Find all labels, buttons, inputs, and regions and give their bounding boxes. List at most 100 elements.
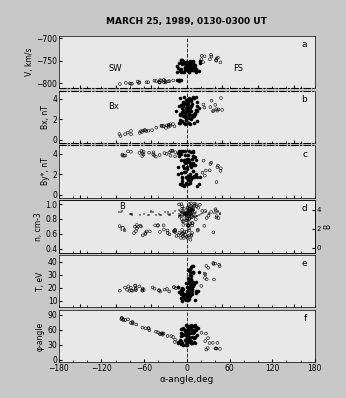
Point (201, 101, 206, 108)
Point (191, 207, 196, 213)
Point (189, 322, 194, 329)
Point (182, 328, 188, 335)
Point (187, 209, 192, 215)
Point (174, 77, 180, 83)
Point (141, 152, 146, 158)
Point (131, 230, 137, 236)
Point (135, 78, 140, 85)
Point (213, 106, 219, 112)
Point (162, 78, 167, 84)
Point (140, 287, 145, 293)
Point (170, 121, 176, 127)
Point (182, 67, 188, 74)
Point (189, 339, 194, 346)
Point (176, 284, 181, 291)
Point (217, 211, 223, 217)
Point (185, 339, 191, 345)
Point (188, 104, 193, 110)
Point (182, 94, 187, 101)
Point (190, 208, 195, 214)
Point (130, 319, 135, 325)
Point (152, 285, 157, 292)
Point (188, 108, 194, 114)
Point (199, 211, 204, 217)
Point (179, 285, 185, 291)
Point (195, 213, 200, 219)
Point (188, 291, 193, 297)
Point (187, 279, 193, 286)
Point (184, 210, 189, 217)
Point (168, 152, 173, 159)
Point (169, 333, 174, 339)
Point (182, 229, 187, 235)
Point (184, 104, 190, 111)
Point (181, 168, 186, 175)
Point (192, 153, 198, 160)
Point (199, 330, 204, 336)
Point (187, 176, 193, 182)
Point (193, 279, 199, 285)
Point (182, 327, 188, 334)
Point (178, 102, 184, 109)
Point (182, 211, 188, 217)
Point (185, 216, 191, 222)
Point (189, 338, 194, 345)
Point (151, 209, 156, 215)
Point (128, 320, 134, 326)
Point (214, 55, 219, 62)
Point (159, 123, 164, 129)
Point (143, 325, 148, 332)
Point (209, 53, 214, 60)
Point (186, 94, 191, 101)
Point (184, 295, 190, 301)
Point (193, 213, 199, 220)
Point (187, 57, 193, 64)
Point (117, 287, 122, 294)
Point (188, 277, 193, 283)
Point (188, 211, 193, 218)
Point (136, 80, 142, 86)
Point (186, 337, 191, 343)
Point (190, 153, 196, 160)
Point (140, 232, 146, 238)
Point (185, 335, 190, 341)
Point (208, 159, 214, 166)
Point (189, 112, 194, 118)
Point (184, 228, 189, 235)
Point (183, 232, 188, 238)
Point (185, 96, 191, 102)
Point (186, 222, 192, 228)
Point (186, 290, 192, 296)
Point (185, 209, 190, 216)
Point (191, 113, 197, 119)
Point (132, 224, 138, 230)
Point (189, 66, 195, 72)
Point (157, 79, 163, 86)
Point (189, 101, 194, 107)
Point (188, 326, 193, 332)
Point (182, 296, 187, 302)
Point (145, 212, 150, 218)
Point (177, 208, 183, 215)
Point (188, 175, 194, 181)
Point (175, 164, 181, 170)
Point (201, 158, 206, 164)
Point (176, 78, 182, 84)
Point (202, 104, 207, 111)
Point (179, 170, 184, 176)
Point (183, 217, 189, 223)
Point (194, 118, 200, 124)
Point (200, 208, 205, 214)
Point (195, 325, 201, 331)
Point (135, 223, 141, 230)
Point (140, 285, 146, 292)
Point (194, 157, 199, 164)
Point (202, 208, 208, 214)
Point (177, 95, 183, 101)
Point (182, 164, 187, 171)
Point (178, 157, 183, 164)
Point (193, 324, 199, 330)
Point (184, 210, 189, 216)
Point (184, 210, 190, 217)
Point (179, 297, 185, 303)
